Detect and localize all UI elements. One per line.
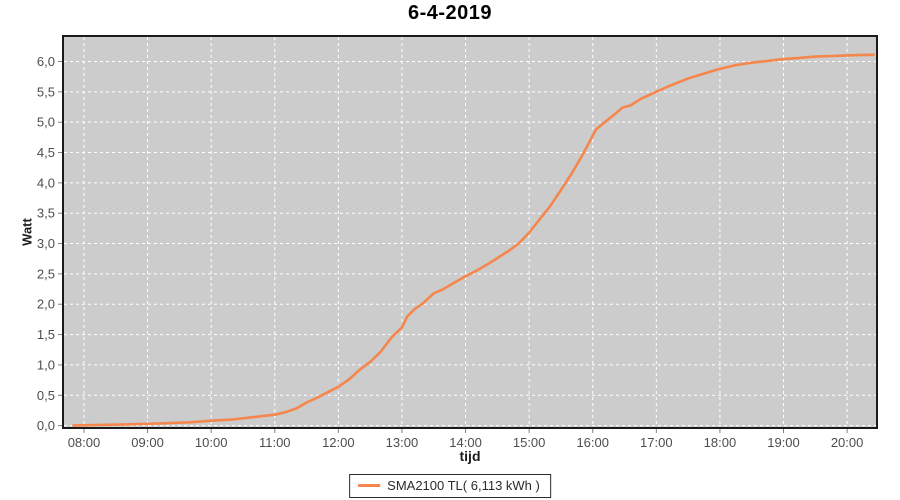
y-tick-label: 4,0 <box>37 175 55 190</box>
y-tick-label: 0,0 <box>37 418 55 433</box>
y-tick-label: 1,0 <box>37 357 55 372</box>
plot-svg: 0,0 0,5 1,0 1,5 2,0 2,5 3,0 3,5 4,0 4,5 5,0 5,5 6,0 0… <box>37 35 878 450</box>
x-axis-title: tijd <box>459 448 481 464</box>
y-tick-label: 0,5 <box>37 388 55 403</box>
y-axis-title: Watt <box>19 218 35 246</box>
x-tick-label: 14:00 <box>449 435 482 450</box>
x-tick-label: 12:00 <box>322 435 355 450</box>
legend-line-swatch <box>358 484 381 487</box>
y-tick-label: 3,5 <box>37 206 55 221</box>
x-tick-label: 19:00 <box>767 435 800 450</box>
y-tick-label: 2,0 <box>37 297 55 312</box>
x-tick-label: 08:00 <box>68 435 101 450</box>
x-tick-label: 18:00 <box>704 435 737 450</box>
x-tick-label: 15:00 <box>513 435 546 450</box>
x-tick-label: 16:00 <box>576 435 609 450</box>
y-tick-label: 5,0 <box>37 115 55 130</box>
x-tick-label: 13:00 <box>386 435 419 450</box>
x-tick-label: 11:00 <box>259 435 291 450</box>
y-tick-label: 1,5 <box>37 327 55 342</box>
y-tick-label: 6,0 <box>37 54 55 69</box>
plot-background <box>62 35 878 429</box>
legend-label: SMA2100 TL( 6,113 kWh ) <box>387 478 540 493</box>
series-line <box>72 53 875 427</box>
x-tick-label: 10:00 <box>195 435 228 450</box>
legend: SMA2100 TL( 6,113 kWh ) <box>349 474 551 498</box>
x-tick-label: 09:00 <box>131 435 164 450</box>
x-tick-label: 17:00 <box>640 435 673 450</box>
y-tick-label: 5,5 <box>37 84 55 99</box>
chart-title: 6-4-2019 <box>407 2 493 24</box>
x-tick-label: 20:00 <box>831 435 864 450</box>
y-tick-label: 3,0 <box>37 236 55 251</box>
y-tick-label: 2,5 <box>37 266 55 281</box>
y-tick-label: 4,5 <box>37 145 55 160</box>
